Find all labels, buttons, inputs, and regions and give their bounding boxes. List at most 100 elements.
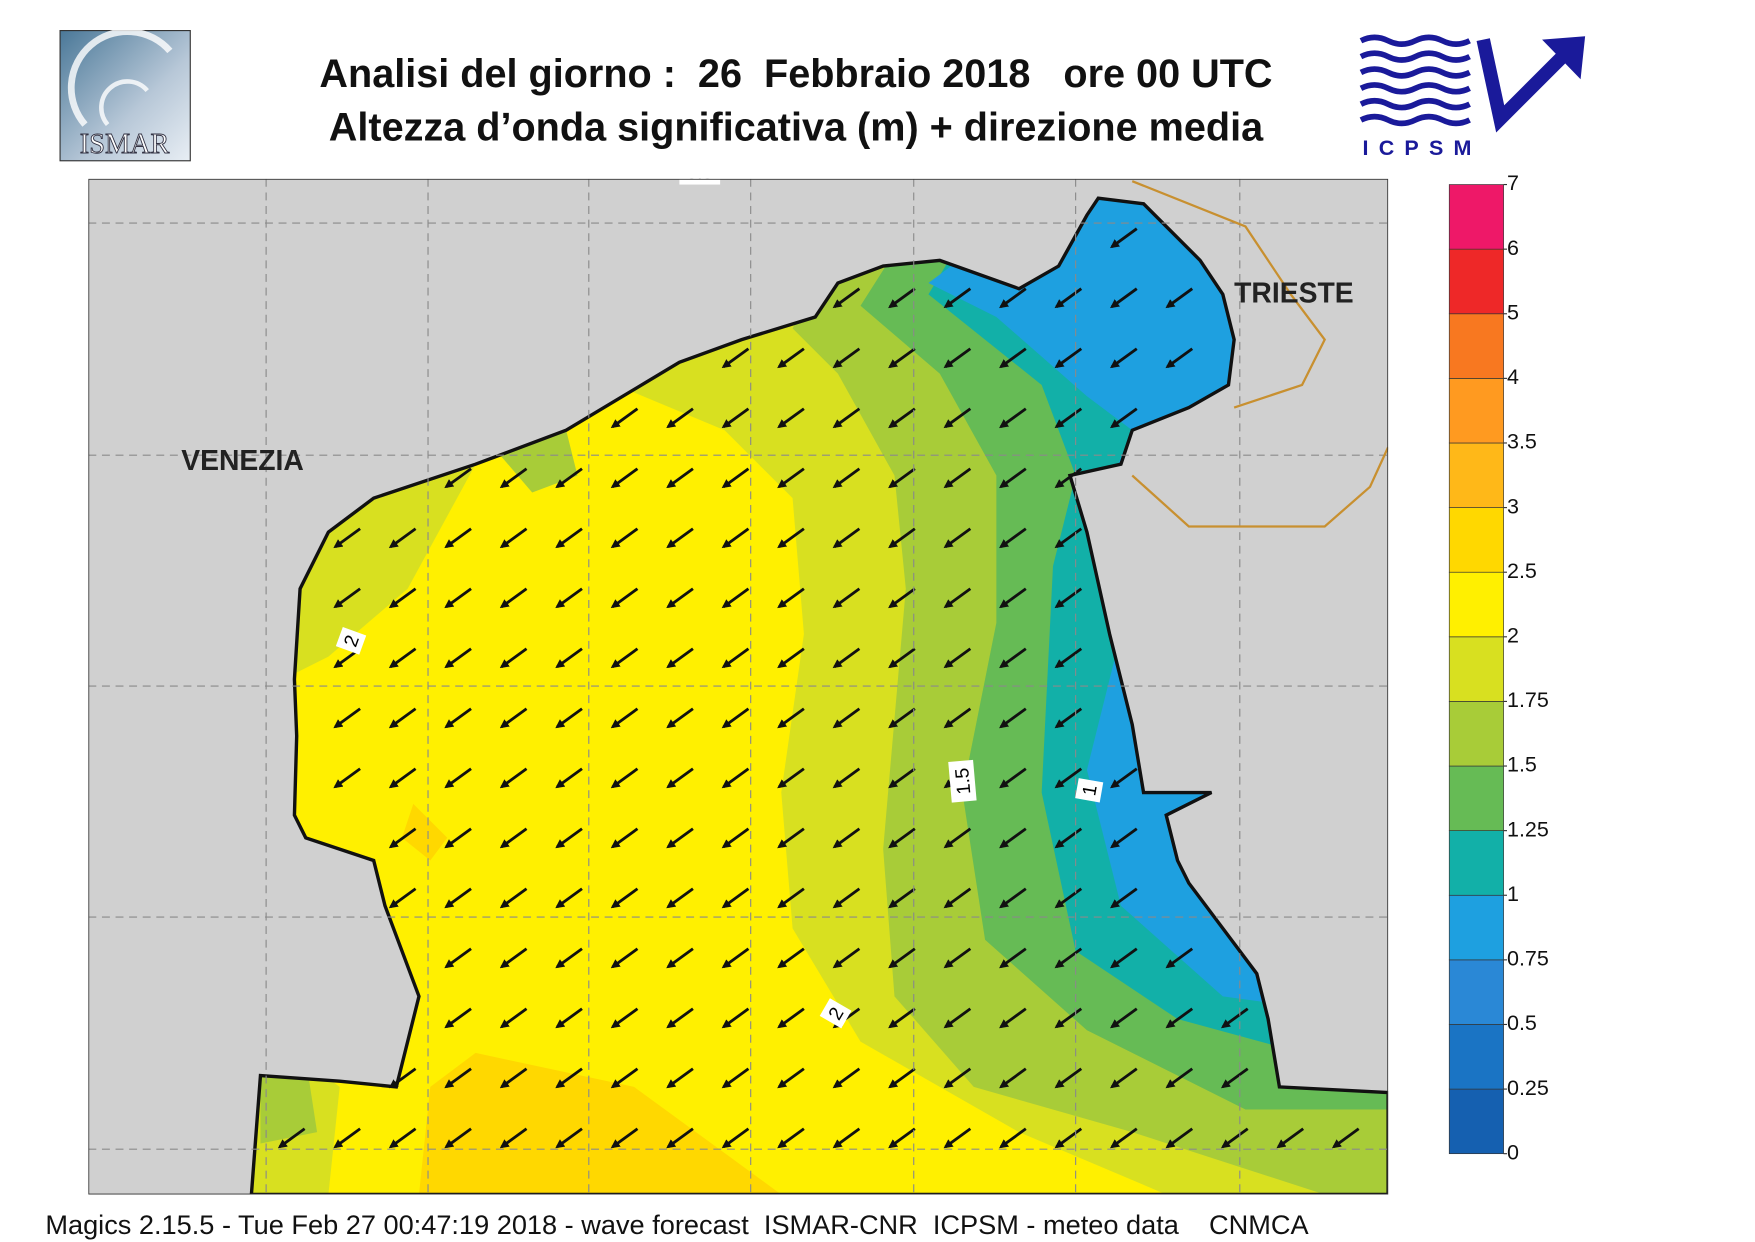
wave-arrow — [1110, 407, 1138, 429]
wave-arrow — [777, 647, 805, 669]
wave-arrow — [943, 1067, 972, 1089]
wave-arrow — [832, 1067, 861, 1089]
wave-arrow — [1054, 287, 1083, 309]
wave-arrow — [888, 707, 916, 729]
colorbar-label: 1.75 — [1507, 688, 1549, 712]
wave-arrow — [610, 887, 639, 909]
wave-arrow — [444, 587, 472, 609]
contour-label: 1.5 — [952, 767, 975, 795]
footer: Magics 2.15.5 - Tue Feb 27 00:47:19 2018… — [45, 1209, 1309, 1240]
wave-arrow — [832, 887, 861, 909]
wave-arrow — [666, 1127, 694, 1149]
wave-arrow — [666, 587, 694, 609]
wave-arrow — [666, 887, 694, 909]
wave-arrow — [832, 407, 861, 429]
colorbar-box — [1448, 959, 1504, 1025]
wave-arrow — [943, 1007, 972, 1029]
wave-arrow — [499, 467, 528, 489]
wave-arrow — [499, 527, 528, 549]
wave-arrow — [888, 347, 916, 369]
wave-arrow — [1110, 1127, 1138, 1149]
wave-arrow — [888, 647, 916, 669]
wave-arrow — [555, 887, 583, 909]
wave-arrow — [555, 767, 583, 789]
place-label: VENEZIA — [181, 444, 304, 476]
wave-arrow — [499, 767, 528, 789]
wave-arrow — [333, 767, 361, 789]
wave-arrow — [499, 947, 528, 969]
wave-arrow — [610, 1067, 639, 1089]
wave-arrow — [499, 887, 528, 909]
colorbar-box — [1448, 830, 1504, 896]
wave-arrow — [1054, 707, 1083, 729]
wave-arrow — [610, 467, 639, 489]
wave-arrow — [388, 1127, 417, 1149]
wave-arrow — [888, 767, 916, 789]
wave-arrow — [1054, 647, 1083, 669]
wave-arrow — [1054, 947, 1083, 969]
wave-arrow — [610, 707, 639, 729]
wave-arrow — [777, 767, 805, 789]
wave-arrow — [388, 827, 417, 849]
wave-arrow — [610, 947, 639, 969]
wave-arrow — [333, 587, 361, 609]
wave-arrow — [1110, 767, 1138, 789]
place-label: TRIESTE — [1234, 276, 1354, 308]
wave-arrow — [499, 1127, 528, 1149]
wave-arrow — [333, 1127, 361, 1149]
wave-arrow — [444, 707, 472, 729]
wave-arrow — [832, 527, 861, 549]
wave-arrow — [721, 407, 750, 429]
wave-arrow — [721, 947, 750, 969]
wave-arrow — [888, 827, 916, 849]
wave-arrow — [999, 947, 1027, 969]
colorbar-box — [1448, 507, 1504, 573]
wave-arrow — [666, 1067, 694, 1089]
wave-arrow — [277, 1127, 306, 1149]
wave-arrow — [610, 407, 639, 429]
wave-arrow — [832, 707, 861, 729]
logo-text: ISMAR — [80, 129, 170, 160]
subtitle: Altezza d’onda significativa (m) + direz… — [329, 105, 1264, 149]
colorbar-label: 0 — [1507, 1140, 1519, 1164]
wave-arrow — [388, 527, 417, 549]
wave-arrow — [832, 767, 861, 789]
colorbar-box — [1448, 378, 1504, 444]
wave-arrow — [1054, 1007, 1083, 1029]
colorbar-box — [1448, 636, 1504, 702]
wave-arrow — [610, 827, 639, 849]
colorbar-label: 5 — [1507, 300, 1519, 324]
wave-arrow — [999, 707, 1027, 729]
wave-arrow — [777, 587, 805, 609]
colorbar-label: 7 — [1507, 171, 1519, 195]
wave-arrow — [721, 1067, 750, 1089]
wave-arrow — [721, 1127, 750, 1149]
wave-arrow — [499, 1067, 528, 1089]
grid — [88, 178, 1389, 1195]
wave-arrow — [721, 587, 750, 609]
wave-arrow — [943, 1127, 972, 1149]
wave-arrows — [277, 227, 1360, 1149]
wave-arrow — [999, 347, 1027, 369]
colorbar-label: 2.5 — [1507, 559, 1537, 583]
wave-arrow — [721, 347, 750, 369]
wave-arrow — [1110, 827, 1138, 849]
wave-arrow — [943, 827, 972, 849]
wave-arrow — [388, 1067, 417, 1089]
wave-arrow — [832, 587, 861, 609]
wave-arrow — [999, 1007, 1027, 1029]
wave-arrow — [777, 707, 805, 729]
logo-text: ICPSM — [1363, 136, 1482, 160]
wave-arrow — [943, 707, 972, 729]
wave-arrow — [1054, 467, 1083, 489]
colorbar-label: 0.75 — [1507, 947, 1549, 971]
wave-arrow — [888, 887, 916, 909]
wave-arrow — [888, 407, 916, 429]
wave-arrow — [999, 467, 1027, 489]
wave-arrow — [555, 707, 583, 729]
title: Analisi del giorno : 26 Febbraio 2018 or… — [319, 52, 1272, 96]
colorbar-label: 3.5 — [1507, 430, 1537, 454]
wave-arrow — [1054, 827, 1083, 849]
wave-arrow — [721, 467, 750, 489]
